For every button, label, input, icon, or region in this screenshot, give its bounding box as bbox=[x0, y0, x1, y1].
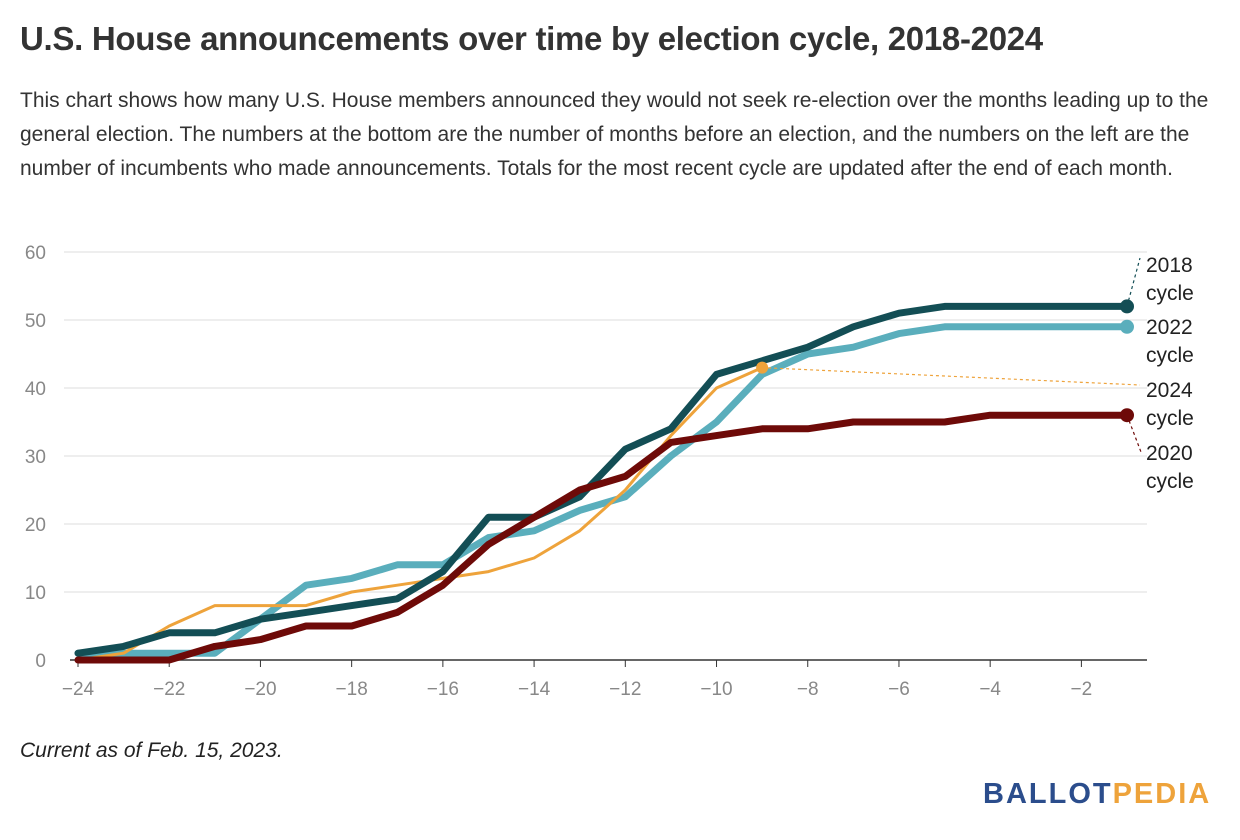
x-tick-label: −8 bbox=[797, 679, 819, 700]
ballotpedia-logo[interactable]: BALLOTPEDIA bbox=[983, 778, 1211, 811]
series-label-2020-cycle: cycle bbox=[1146, 470, 1194, 493]
x-tick-label: −16 bbox=[427, 679, 459, 700]
x-tick-label: −12 bbox=[609, 679, 641, 700]
series-label-2018: 2018 bbox=[1146, 254, 1193, 277]
current-as-of-note: Current as of Feb. 15, 2023. bbox=[20, 739, 283, 762]
y-axis-ticks: 0 10 20 30 40 50 60 bbox=[25, 243, 46, 672]
x-axis-ticks: −24 −22 −20 −18 −16 −14 −12 −10 −8 −6 −4 −2 bbox=[62, 660, 1092, 700]
end-marker-2022 bbox=[1120, 319, 1134, 334]
end-markers bbox=[756, 299, 1134, 423]
x-tick-label: −14 bbox=[518, 679, 551, 700]
x-tick-label: −4 bbox=[979, 679, 1001, 700]
series-label-2022-cycle: cycle bbox=[1146, 344, 1194, 367]
label-connector-2024 bbox=[762, 367, 1141, 386]
x-tick-label: −6 bbox=[888, 679, 910, 700]
x-tick-label: −10 bbox=[700, 679, 732, 700]
logo-text-ballot: BALLOT bbox=[983, 778, 1113, 810]
y-tick-label: 20 bbox=[25, 515, 46, 536]
x-tick-label: −22 bbox=[153, 679, 185, 700]
line-chart: 0 10 20 30 40 50 60 −24 −22 −20 −18 −16 −14 −12 −10 −8… bbox=[25, 243, 1194, 700]
y-tick-label: 0 bbox=[35, 651, 46, 672]
grid-lines bbox=[64, 251, 1147, 661]
series-labels: 2018 cycle 2022 cycle 2024 cycle 2020 cycle bbox=[1146, 254, 1194, 493]
series-label-2018-cycle: cycle bbox=[1146, 282, 1194, 305]
y-tick-label: 60 bbox=[25, 243, 46, 264]
x-tick-label: −18 bbox=[336, 679, 368, 700]
chart-subtitle: This chart shows how many U.S. House mem… bbox=[20, 89, 1209, 180]
x-tick-label: −20 bbox=[244, 679, 276, 700]
y-tick-label: 30 bbox=[25, 447, 46, 468]
series-line-2018 bbox=[74, 302, 1131, 657]
end-marker-2024 bbox=[756, 361, 769, 374]
series-label-2024-cycle: cycle bbox=[1146, 407, 1194, 430]
y-tick-label: 10 bbox=[25, 583, 46, 604]
x-tick-label: −24 bbox=[62, 679, 95, 700]
y-tick-label: 40 bbox=[25, 379, 46, 400]
series-line-2024 bbox=[76, 366, 764, 662]
series-label-2024: 2024 bbox=[1146, 379, 1193, 402]
series-label-2022: 2022 bbox=[1146, 316, 1193, 339]
y-tick-label: 50 bbox=[25, 311, 46, 332]
label-connector-2018 bbox=[1126, 257, 1141, 307]
series-lines bbox=[74, 302, 1131, 664]
series-label-2020: 2020 bbox=[1146, 442, 1193, 465]
chart-title: U.S. House announcements over time by el… bbox=[20, 20, 1043, 57]
x-tick-label: −2 bbox=[1071, 679, 1093, 700]
series-line-2020 bbox=[74, 411, 1131, 664]
end-marker-2018 bbox=[1120, 299, 1134, 314]
end-marker-2020 bbox=[1120, 408, 1134, 423]
logo-text-pedia: PEDIA bbox=[1112, 778, 1212, 810]
